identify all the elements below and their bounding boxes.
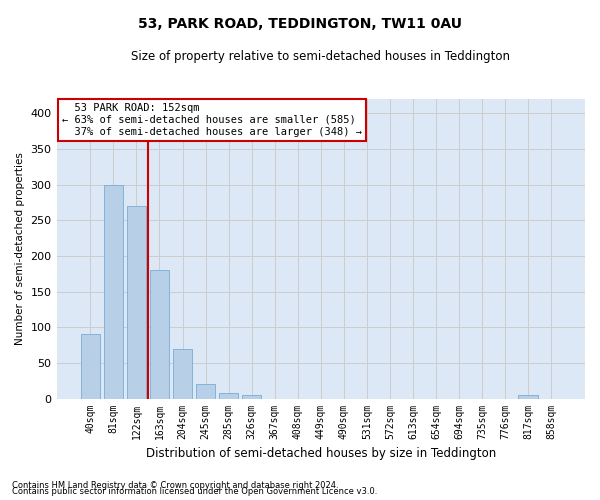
- Text: 53 PARK ROAD: 152sqm
← 63% of semi-detached houses are smaller (585)
  37% of se: 53 PARK ROAD: 152sqm ← 63% of semi-detac…: [62, 104, 362, 136]
- Bar: [242, 395, 262, 398]
- Bar: [196, 384, 215, 398]
- Bar: [518, 395, 538, 398]
- Text: 53, PARK ROAD, TEDDINGTON, TW11 0AU: 53, PARK ROAD, TEDDINGTON, TW11 0AU: [138, 18, 462, 32]
- Bar: [149, 270, 169, 398]
- Bar: [80, 334, 100, 398]
- Bar: [173, 348, 193, 399]
- Bar: [104, 184, 123, 398]
- Text: Contains public sector information licensed under the Open Government Licence v3: Contains public sector information licen…: [12, 487, 377, 496]
- X-axis label: Distribution of semi-detached houses by size in Teddington: Distribution of semi-detached houses by …: [146, 447, 496, 460]
- Text: Contains HM Land Registry data © Crown copyright and database right 2024.: Contains HM Land Registry data © Crown c…: [12, 481, 338, 490]
- Y-axis label: Number of semi-detached properties: Number of semi-detached properties: [15, 152, 25, 345]
- Bar: [219, 393, 238, 398]
- Bar: [127, 206, 146, 398]
- Title: Size of property relative to semi-detached houses in Teddington: Size of property relative to semi-detach…: [131, 50, 510, 63]
